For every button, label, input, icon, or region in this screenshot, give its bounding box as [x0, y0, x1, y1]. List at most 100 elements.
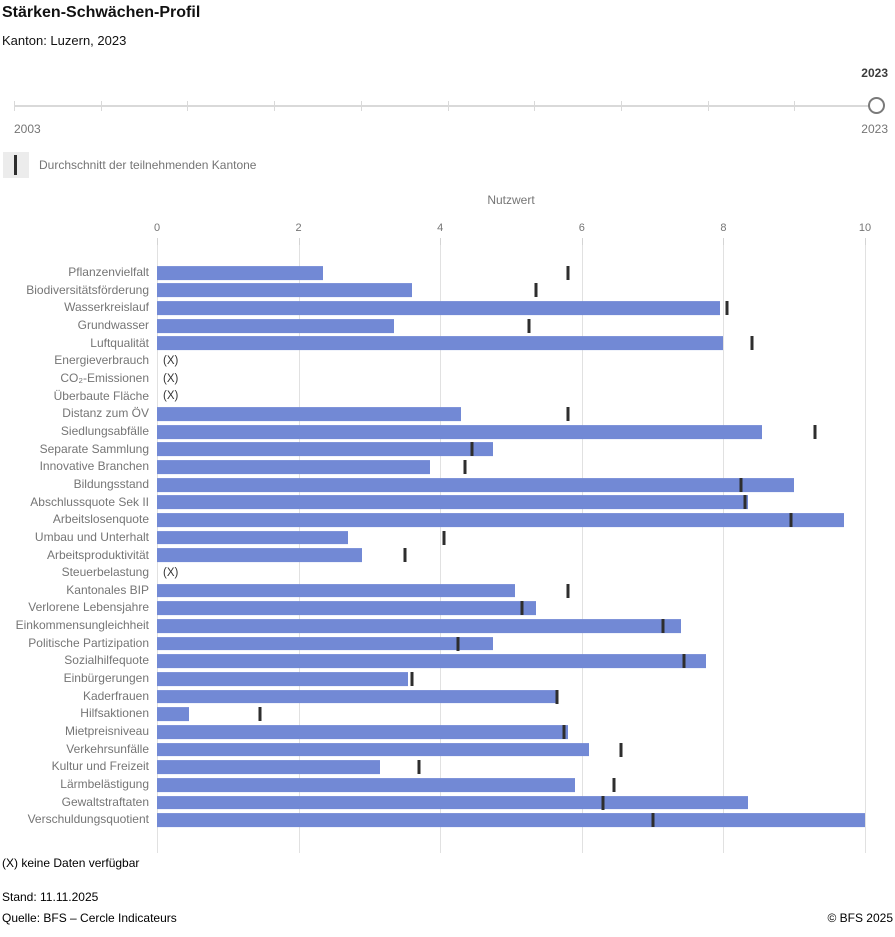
indicator-plot-cell: [157, 282, 865, 300]
legend: Durchschnitt der teilnehmenden Kantone: [3, 152, 256, 178]
value-bar[interactable]: [157, 619, 681, 633]
slider-min-label: 2003: [14, 122, 41, 136]
value-bar[interactable]: [157, 601, 536, 616]
indicator-label: Gewaltstraftaten: [61, 794, 149, 809]
value-bar[interactable]: [157, 672, 409, 686]
value-bar[interactable]: [157, 707, 189, 722]
value-bar[interactable]: [157, 301, 720, 316]
indicator-row: Umbau und Unterhalt: [0, 529, 865, 547]
value-bar[interactable]: [157, 636, 494, 651]
indicator-plot-cell: [157, 811, 865, 829]
average-marker: [520, 601, 524, 616]
indicator-label: Kaderfrauen: [82, 688, 149, 703]
average-marker: [619, 742, 623, 757]
slider-handle[interactable]: [868, 97, 885, 114]
indicator-row: Lärmbelästigung: [0, 776, 865, 794]
x-axis-tick-label: 4: [437, 222, 444, 234]
indicator-row: Gewaltstraftaten: [0, 794, 865, 812]
page-title: Stärken-Schwächen-Profil: [2, 4, 201, 21]
indicator-row: Verschuldungsquotient: [0, 811, 865, 829]
indicator-row: Grundwasser: [0, 317, 865, 335]
value-bar[interactable]: [157, 724, 568, 739]
average-marker: [813, 424, 817, 439]
average-marker: [789, 513, 793, 528]
value-bar[interactable]: [157, 813, 865, 828]
value-bar[interactable]: [157, 742, 589, 757]
indicator-plot-cell: [157, 741, 865, 759]
status-date: Stand: 11.11.2025: [2, 890, 99, 904]
value-bar[interactable]: [157, 318, 395, 333]
value-bar[interactable]: [157, 777, 575, 792]
indicator-label: Verkehrsunfälle: [66, 741, 149, 756]
average-marker: [739, 477, 743, 492]
indicator-label: Grundwasser: [77, 317, 149, 332]
indicator-plot-cell: [157, 264, 865, 282]
no-data-marker: (X): [163, 372, 179, 385]
gridline: [440, 245, 442, 853]
average-marker: [682, 654, 686, 669]
average-marker: [562, 724, 566, 739]
indicator-plot-cell: [157, 758, 865, 776]
value-bar[interactable]: [157, 265, 324, 280]
indicator-plot-cell: [157, 652, 865, 670]
indicator-plot-cell: [157, 317, 865, 335]
x-axis-tick-label: 0: [153, 222, 161, 234]
indicator-plot-cell: [157, 441, 865, 459]
value-bar[interactable]: [157, 477, 795, 492]
value-bar[interactable]: [157, 336, 724, 351]
gridline: [865, 245, 866, 853]
value-bar[interactable]: [157, 495, 749, 510]
x-axis-tick-label: 2: [295, 222, 302, 234]
x-axis-tick-marks: [157, 238, 866, 245]
average-marker: [651, 813, 655, 828]
value-bar[interactable]: [157, 513, 844, 527]
slider-selected-year: 2023: [861, 66, 888, 80]
value-bar[interactable]: [157, 283, 412, 298]
value-bar[interactable]: [157, 795, 749, 810]
value-bar[interactable]: [157, 460, 430, 474]
no-data-marker: (X): [163, 390, 179, 403]
indicator-label: Lärmbelästigung: [60, 777, 149, 792]
slider-tick: [447, 101, 449, 111]
indicator-label: CO₂-Emissionen: [60, 370, 149, 385]
slider-tick: [794, 101, 796, 111]
value-bar[interactable]: [157, 530, 349, 545]
indicator-row: Sozialhilfequote: [0, 652, 865, 670]
x-axis-tick-label: 10: [858, 222, 872, 234]
value-bar[interactable]: [157, 583, 515, 598]
indicator-plot-cell: (X): [157, 352, 865, 370]
indicator-row: Verlorene Lebensjahre: [0, 599, 865, 617]
slider-tick: [100, 101, 102, 111]
x-axis-tick-labels: 0 2 4 6 8 10: [153, 222, 871, 236]
indicator-plot-cell: [157, 476, 865, 494]
average-marker: [612, 777, 616, 792]
average-marker: [555, 689, 559, 704]
x-axis-tick-mark: [440, 238, 442, 245]
average-marker: [463, 460, 467, 475]
average-marker: [403, 548, 407, 563]
indicator-row: Separate Sammlung: [0, 441, 865, 459]
value-bar[interactable]: [157, 760, 381, 775]
value-bar[interactable]: [157, 424, 763, 439]
indicator-plot-cell: [157, 776, 865, 794]
indicator-row: CO₂-Emissionen (X): [0, 370, 865, 388]
average-marker: [258, 707, 262, 722]
value-bar[interactable]: [157, 689, 558, 704]
indicator-label: Abschlussquote Sek II: [30, 494, 149, 509]
average-marker: [417, 760, 421, 775]
indicator-label: Wasserkreislauf: [64, 300, 149, 315]
value-bar[interactable]: [157, 548, 363, 563]
slider-tick: [360, 101, 362, 111]
year-slider[interactable]: [14, 97, 885, 114]
average-marker: [527, 318, 531, 333]
indicator-row: Arbeitslosenquote: [0, 511, 865, 529]
no-data-footnote: (X) keine Daten verfügbar: [2, 856, 140, 870]
indicator-plot-cell: [157, 617, 865, 635]
value-bar[interactable]: [157, 654, 706, 669]
value-bar[interactable]: [157, 407, 462, 421]
value-bar[interactable]: [157, 442, 494, 457]
indicator-plot-cell: [157, 723, 865, 741]
indicator-row: Energieverbrauch (X): [0, 352, 865, 370]
indicator-label: Energieverbrauch: [54, 353, 149, 368]
indicator-plot-cell: [157, 405, 865, 423]
